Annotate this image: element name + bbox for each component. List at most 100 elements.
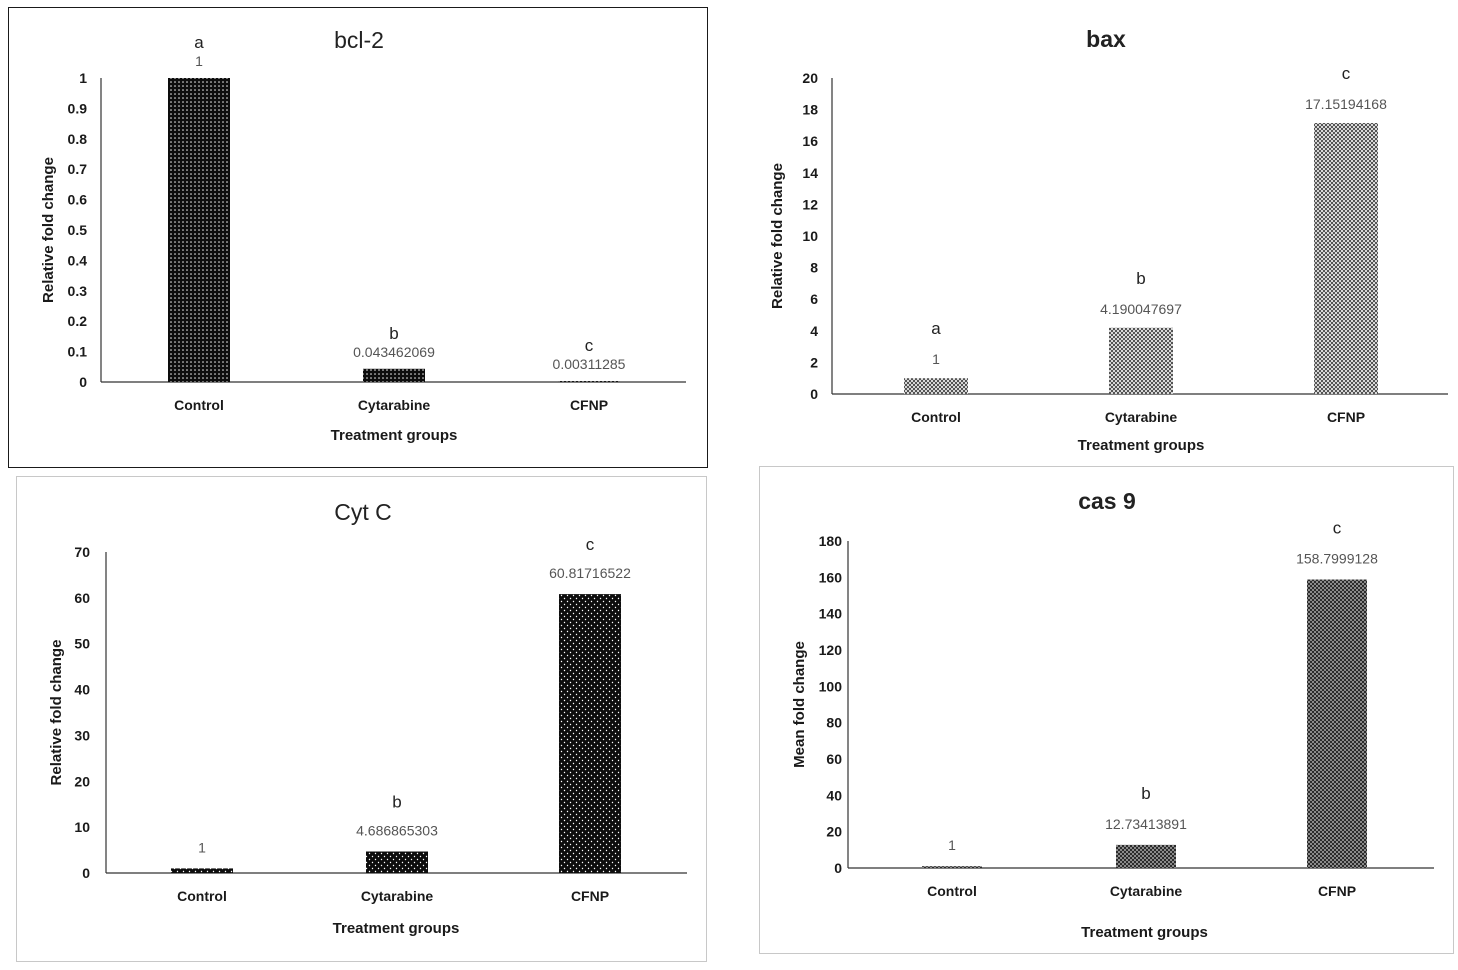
y-tick-label: 0	[82, 865, 90, 881]
y-tick-label: 0.4	[68, 252, 88, 268]
chart-panel-cytc: Cyt C 0 10 20 30 40 50 60 70 Relative fold change…	[16, 476, 707, 962]
category-label: Cytarabine	[1110, 883, 1183, 899]
bar-value-label: 4.686865303	[356, 823, 438, 839]
significance-letter: c	[586, 535, 595, 554]
chart-title: Cyt C	[334, 499, 392, 525]
significance-letter: b	[392, 793, 401, 812]
y-tick-label: 0.8	[68, 131, 88, 147]
bar	[922, 866, 982, 868]
bar-value-label: 1	[198, 839, 206, 855]
chart-cytc: Cyt C 0 10 20 30 40 50 60 70 Relative fold change…	[48, 499, 687, 937]
chart-bcl2: bcl-2 0 0.1 0.2 0.3 0.4 0.5 0.6 0.7 0.8 0.9 1 Relati…	[40, 27, 686, 444]
bar-value-label: 1	[948, 837, 956, 853]
y-tick-label: 14	[802, 165, 818, 181]
y-axis-label: Relative fold change	[40, 157, 57, 303]
bar-value-label: 60.81716522	[549, 565, 631, 581]
bar-value-label: 17.15194168	[1305, 96, 1387, 112]
y-tick-label: 20	[802, 70, 818, 86]
bar	[904, 378, 968, 394]
y-tick-label: 30	[74, 727, 90, 743]
y-tick-label: 8	[810, 260, 818, 276]
bar-value-label: 0.00311285	[553, 356, 626, 372]
category-label: Control	[911, 409, 961, 425]
y-axis-label: Relative fold change	[769, 163, 786, 309]
y-tick-label: 0.2	[68, 313, 88, 329]
y-tick-label: 20	[826, 824, 842, 840]
bar	[171, 868, 233, 873]
category-label: CFNP	[570, 397, 608, 413]
y-tick-label: 6	[810, 291, 818, 307]
bar-value-label: 1	[932, 351, 940, 367]
chart-title: cas 9	[1078, 488, 1136, 514]
category-label: Cytarabine	[358, 397, 431, 413]
y-tick-label: 0	[810, 386, 818, 402]
x-axis-label: Treatment groups	[1081, 924, 1208, 941]
category-label: CFNP	[1318, 883, 1356, 899]
bar	[558, 381, 620, 382]
chart-title: bax	[1086, 26, 1126, 52]
y-axis-label: Mean fold change	[791, 641, 808, 768]
y-tick-label: 80	[826, 715, 842, 731]
significance-letter: b	[1141, 784, 1150, 803]
y-tick-label: 0.3	[68, 283, 88, 299]
bar	[559, 594, 621, 873]
bar-value-label: 12.73413891	[1105, 816, 1187, 832]
y-tick-label: 70	[74, 544, 90, 560]
bar	[1116, 844, 1176, 868]
y-tick-label: 60	[826, 751, 842, 767]
significance-letter: a	[194, 33, 204, 52]
bar	[366, 851, 428, 873]
bar	[1109, 327, 1173, 394]
category-label: Control	[174, 397, 224, 413]
chart-panel-bax: bax 0 2 4 6 8 10 12 14 16 18 20 Relative fold change…	[756, 7, 1454, 461]
chart-panel-bcl2: bcl-2 0 0.1 0.2 0.3 0.4 0.5 0.6 0.7 0.8 0.9 1 Relati…	[8, 7, 708, 468]
y-tick-label: 40	[826, 787, 842, 803]
y-tick-label: 12	[802, 196, 818, 212]
y-tick-label: 0.1	[68, 344, 88, 360]
y-tick-label: 50	[74, 636, 90, 652]
category-label: CFNP	[1327, 409, 1365, 425]
y-tick-label: 0	[834, 860, 842, 876]
bar-value-label: 4.190047697	[1100, 301, 1182, 317]
y-tick-label: 20	[74, 773, 90, 789]
y-tick-label: 0	[79, 374, 87, 390]
bar	[168, 78, 230, 382]
y-tick-label: 160	[819, 569, 843, 585]
category-label: Control	[927, 883, 977, 899]
chart-panel-cas9: cas 9 0 20 40 60 80 100 120 140 160 180 Mean fold c…	[759, 466, 1454, 954]
x-axis-label: Treatment groups	[333, 920, 460, 937]
y-tick-label: 0.6	[68, 192, 88, 208]
y-tick-label: 100	[819, 678, 843, 694]
category-label: CFNP	[571, 888, 609, 904]
bar-value-label: 158.7999128	[1296, 551, 1378, 567]
chart-title: bcl-2	[334, 27, 384, 53]
significance-letter: c	[585, 336, 594, 355]
bar	[1307, 579, 1367, 868]
y-tick-label: 2	[810, 354, 818, 370]
y-tick-label: 140	[819, 606, 843, 622]
y-tick-label: 0.9	[68, 100, 88, 116]
y-tick-label: 40	[74, 682, 90, 698]
category-label: Control	[177, 888, 227, 904]
significance-letter: c	[1333, 519, 1342, 538]
category-label: Cytarabine	[1105, 409, 1178, 425]
y-tick-label: 120	[819, 642, 843, 658]
y-tick-label: 18	[802, 102, 818, 118]
y-tick-label: 0.5	[68, 222, 88, 238]
y-tick-label: 1	[79, 70, 87, 86]
bar	[363, 368, 425, 382]
y-tick-label: 60	[74, 590, 90, 606]
significance-letter: c	[1342, 64, 1351, 83]
chart-cas9: cas 9 0 20 40 60 80 100 120 140 160 180 Mean fold c…	[791, 488, 1434, 941]
significance-letter: a	[931, 319, 941, 338]
y-tick-label: 10	[74, 819, 90, 835]
y-axis-label: Relative fold change	[48, 640, 65, 786]
bar-value-label: 1	[195, 53, 203, 69]
y-tick-label: 180	[819, 533, 843, 549]
category-label: Cytarabine	[361, 888, 434, 904]
y-tick-label: 4	[810, 323, 818, 339]
bar	[1314, 122, 1378, 394]
significance-letter: b	[389, 324, 398, 343]
y-tick-label: 16	[802, 133, 818, 149]
y-tick-label: 0.7	[68, 161, 88, 177]
